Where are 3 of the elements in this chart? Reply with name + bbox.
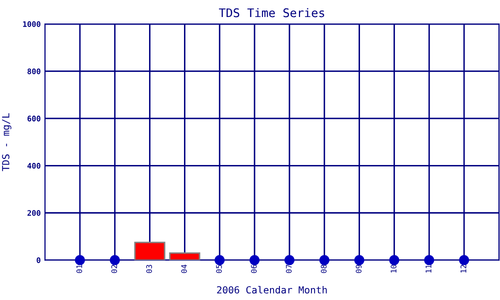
x-axis-title: 2006 Calendar Month — [217, 286, 327, 294]
y-axis-title: TDS - mg/L — [2, 113, 12, 172]
chart-title: TDS Time Series — [218, 8, 324, 18]
